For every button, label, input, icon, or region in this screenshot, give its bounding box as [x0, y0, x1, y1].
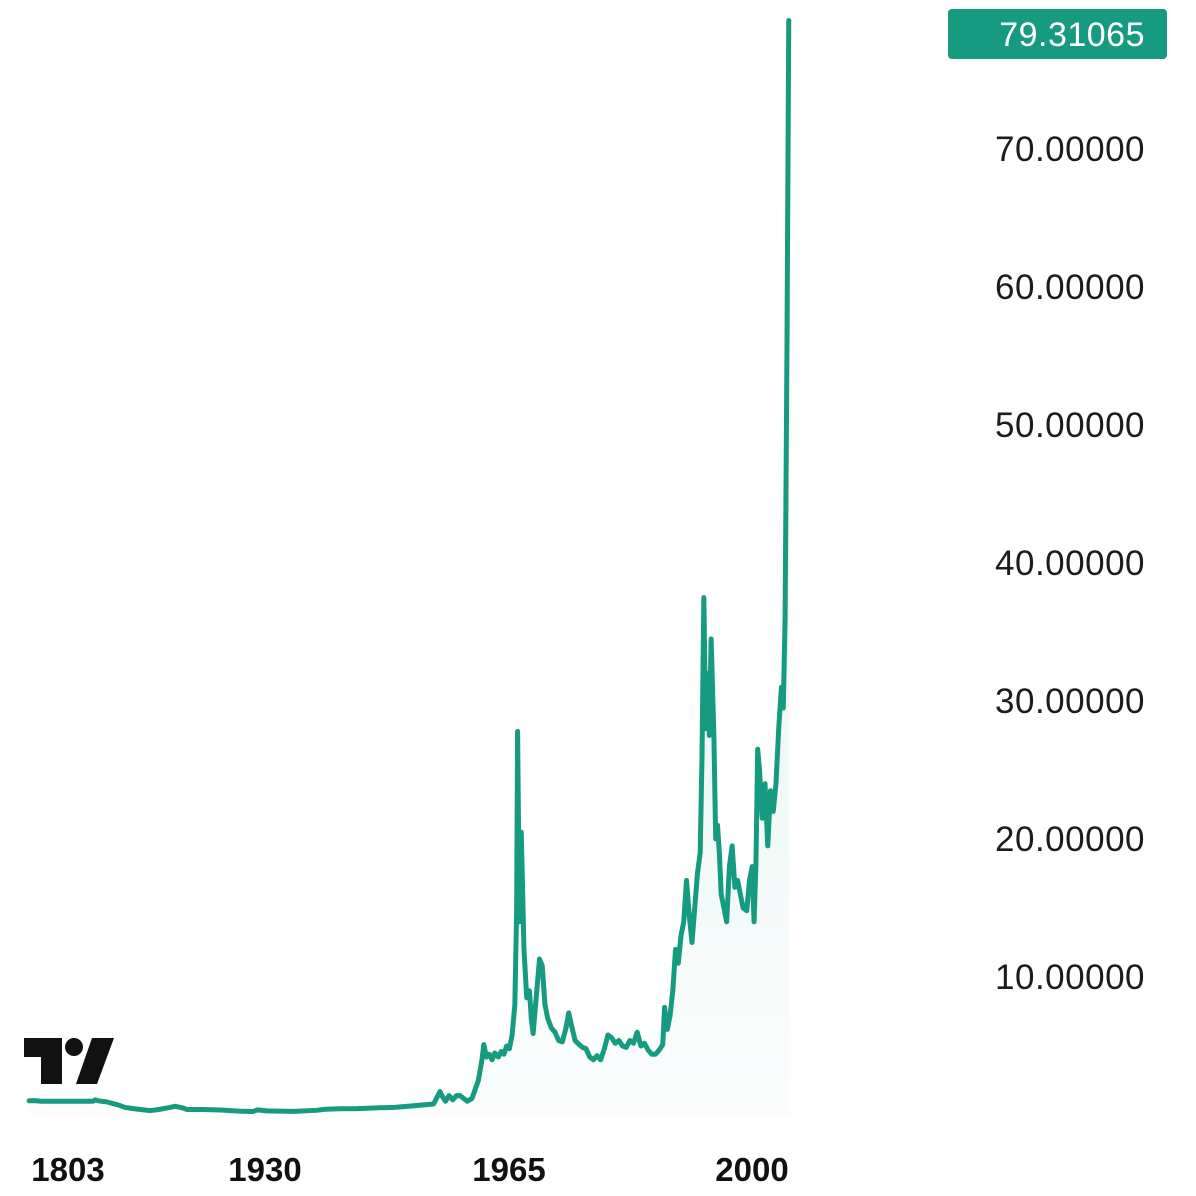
tradingview-logo-icon	[24, 1038, 114, 1084]
x-tick-label: 1965	[472, 1151, 545, 1188]
x-tick-label: 1803	[31, 1151, 104, 1188]
logo-dot-shape	[65, 1038, 83, 1056]
price-area-fill	[29, 20, 789, 1115]
y-tick-label: 50.00000	[995, 406, 1145, 445]
y-tick-label: 30.00000	[995, 682, 1145, 721]
last-value-badge: 79.31065	[948, 9, 1167, 59]
price-series-layer	[26, 18, 792, 1115]
area-fill-layer	[29, 20, 789, 1115]
y-tick-label: 10.00000	[995, 958, 1145, 997]
last-value-label: 79.31065	[999, 16, 1145, 54]
y-axis: 10.00000 20.00000 30.00000 40.00000 50.00000…	[995, 130, 1145, 997]
price-series-line	[26, 18, 792, 1115]
last-value-badge-background	[948, 9, 1167, 59]
y-tick-label: 40.00000	[995, 544, 1145, 583]
x-tick-label: 2000	[715, 1151, 788, 1188]
y-tick-label: 70.00000	[995, 130, 1145, 169]
y-tick-label: 20.00000	[995, 820, 1145, 859]
logo-bar-shape	[24, 1038, 62, 1084]
x-axis: 1803 1930 1965 2000	[31, 1151, 788, 1188]
logo-slash-shape	[76, 1038, 114, 1084]
y-tick-label: 60.00000	[995, 268, 1145, 307]
x-tick-label: 1930	[228, 1151, 301, 1188]
